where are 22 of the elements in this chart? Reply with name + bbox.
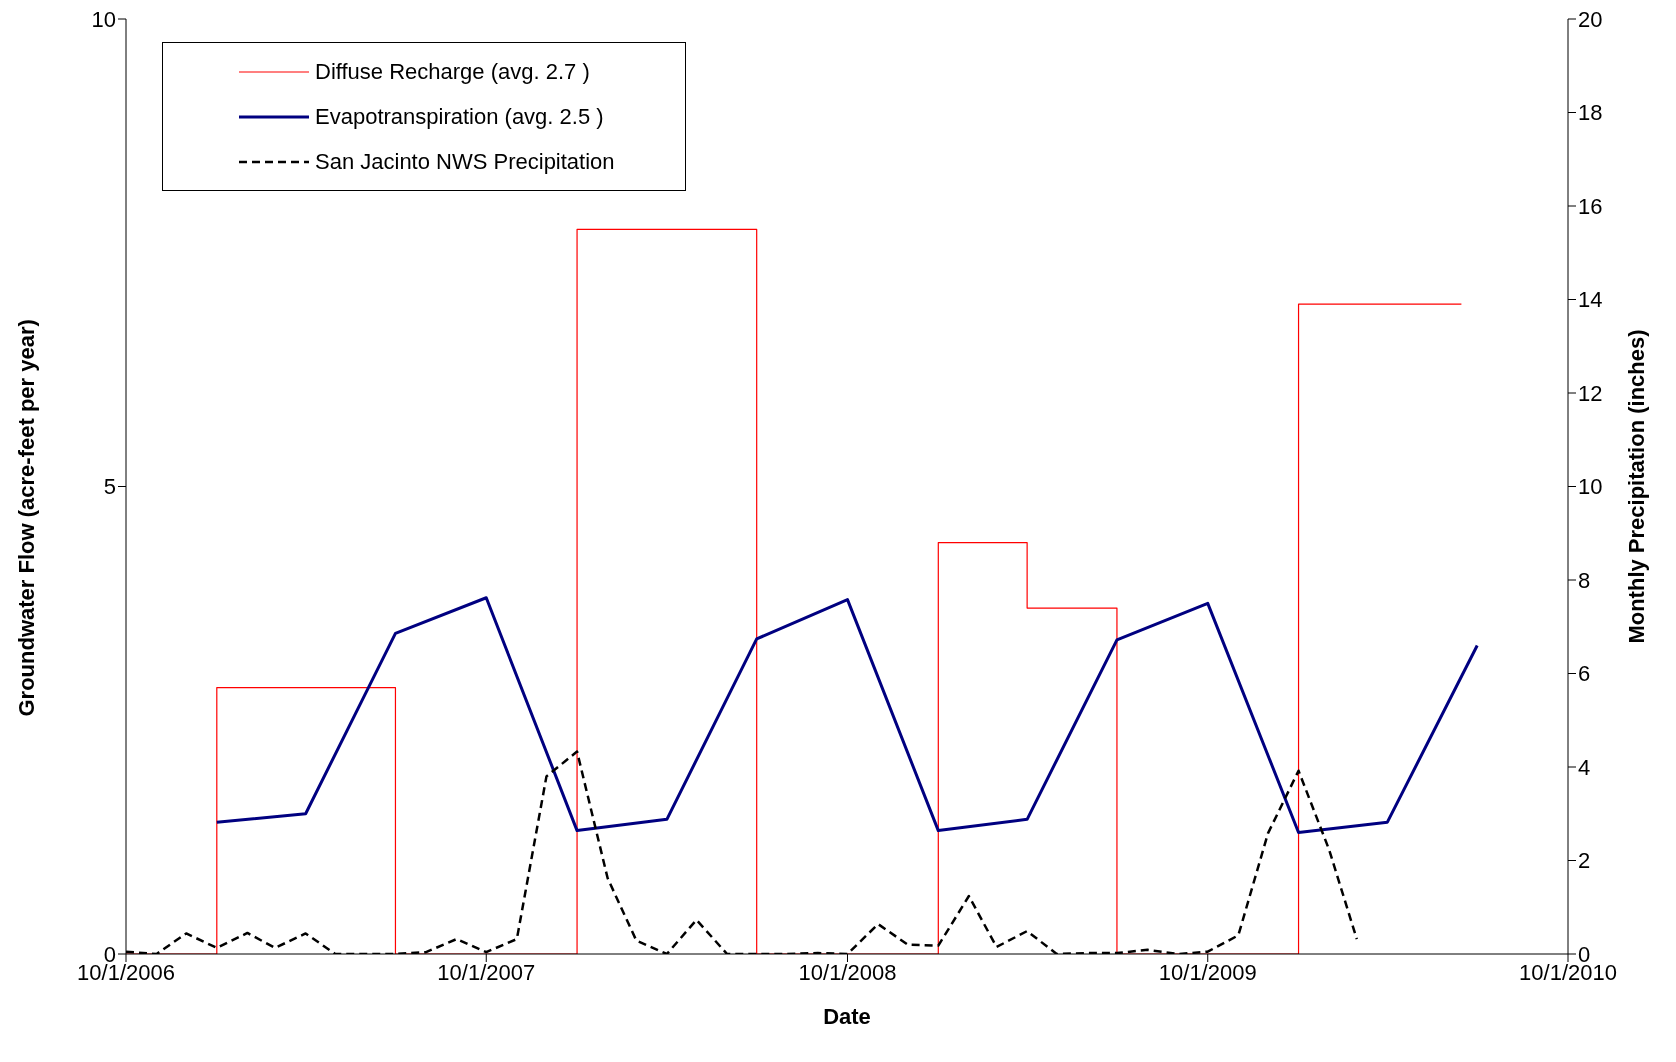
line-series — [215, 596, 1479, 834]
y-tick-label: 10 — [91, 6, 116, 32]
legend-label: Evapotranspiration (avg. 2.5 ) — [315, 103, 604, 130]
y2-tick-label: 20 — [1578, 6, 1603, 32]
y2-tick-label: 18 — [1578, 100, 1603, 126]
x-tick-label: 10/1/2009 — [1158, 959, 1257, 985]
x-tick-label: 10/1/2008 — [798, 959, 897, 985]
y-tick-label: 5 — [103, 474, 116, 500]
y2-axis-title: Monthly Precipitation (inches) — [1623, 329, 1649, 644]
legend-label: Diffuse Recharge (avg. 2.7 ) — [315, 58, 590, 85]
y2-tick-label: 16 — [1578, 193, 1603, 219]
y2-tick-label: 12 — [1578, 380, 1603, 406]
y2-tick-label: 8 — [1578, 567, 1591, 593]
y2-tick-label: 4 — [1578, 754, 1591, 780]
y-axis-title: Groundwater Flow (acre-feet per year) — [13, 319, 39, 717]
x-tick-label: 10/1/2007 — [437, 959, 536, 985]
y2-tick-label: 14 — [1578, 287, 1603, 313]
x-axis-title: Date — [823, 1004, 871, 1029]
legend-label: San Jacinto NWS Precipitation — [315, 148, 615, 175]
y2-tick-label: 6 — [1578, 661, 1591, 687]
y2-tick-label: 2 — [1578, 848, 1591, 874]
y2-tick-label: 10 — [1578, 474, 1603, 500]
